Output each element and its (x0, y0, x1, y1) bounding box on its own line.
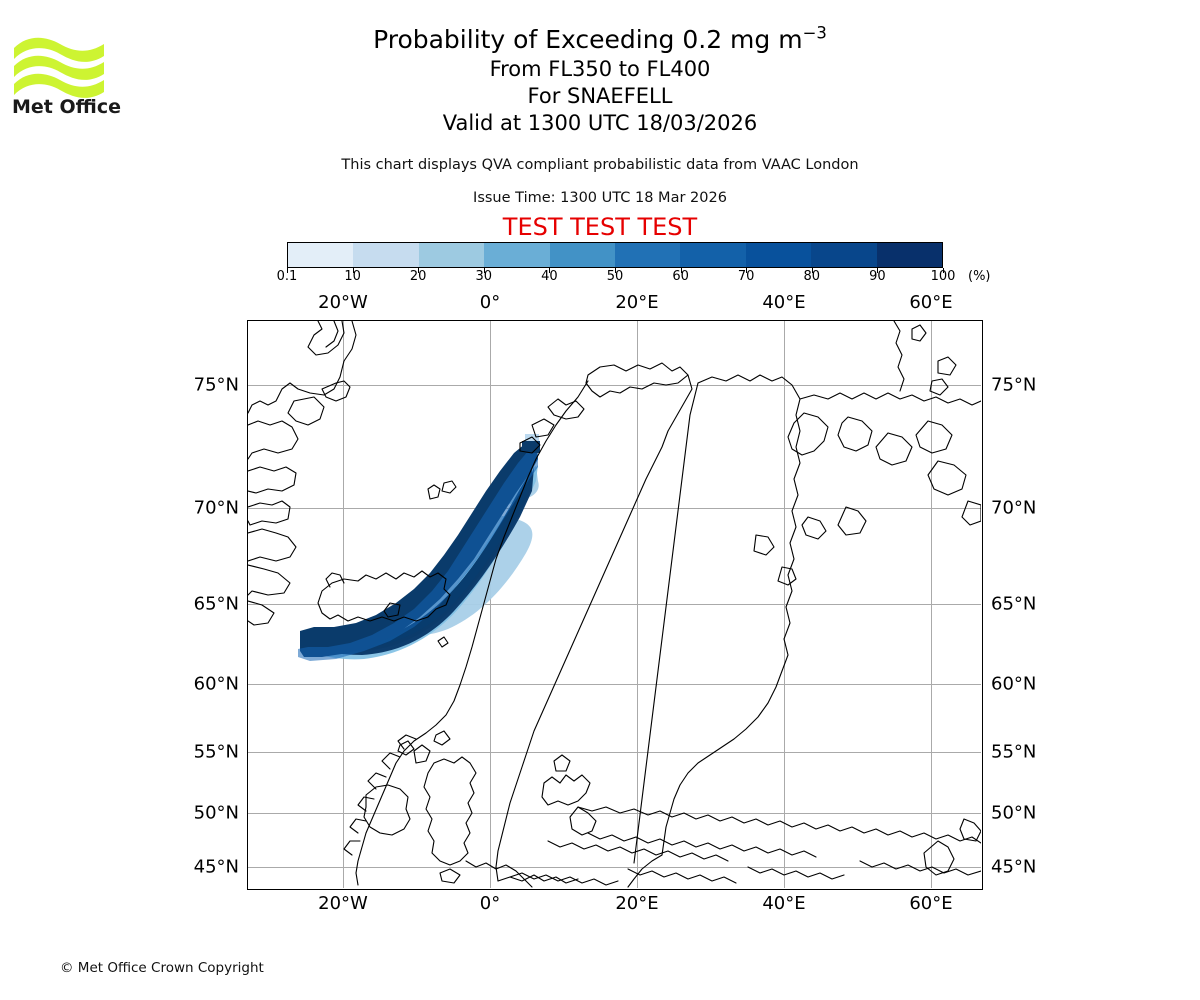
issue-time: Issue Time: 1300 UTC 18 Mar 2026 (473, 190, 727, 206)
lat-label-right-5: 50°N (991, 802, 1037, 824)
colorbar-tick-4 (549, 268, 551, 273)
map-canvas (248, 321, 981, 888)
lon-label-bottom-2: 20°E (615, 893, 659, 914)
logo-wordmark: Met Office (12, 96, 121, 116)
colorbar-segment-4 (549, 243, 616, 267)
colorbar-tick-label-9: 90 (869, 269, 886, 284)
lon-label-bottom-3: 40°E (762, 893, 806, 914)
page-title: Probability of Exceeding 0.2 mg m−3 (0, 24, 1200, 56)
colorbar-segment-5 (615, 243, 681, 267)
lon-label-top-4: 60°E (909, 292, 953, 313)
colorbar-tick-label-0: 0.1 (276, 269, 298, 284)
lat-label-left-0: 75°N (193, 374, 239, 396)
colorbar-tick-10 (943, 268, 944, 273)
lat-label-right-3: 60°N (991, 673, 1037, 695)
lon-label-top-3: 40°E (762, 292, 806, 313)
qva-note: This chart displays QVA compliant probab… (341, 157, 859, 173)
colorbar-ticks (287, 268, 944, 276)
ash-plume-core (298, 434, 540, 661)
lat-label-left-2: 65°N (193, 593, 239, 615)
colorbar-tick-0 (287, 268, 288, 273)
valid-time-subtitle: Valid at 1300 UTC 18/03/2026 (442, 111, 758, 135)
colorbar-tick-9 (877, 268, 879, 273)
lat-label-left-3: 60°N (193, 673, 239, 695)
colorbar-segment-2 (418, 243, 485, 267)
colorbar-segment-6 (680, 243, 746, 267)
title-text: Probability of Exceeding 0.2 mg m (373, 25, 803, 54)
graticule (248, 321, 981, 888)
colorbar-tick-label-8: 80 (803, 269, 821, 284)
lat-label-right-1: 70°N (991, 497, 1037, 519)
colorbar-gradient (287, 242, 943, 268)
colorbar-tick-label-1: 10 (344, 269, 361, 284)
colorbar-segment-0 (288, 243, 354, 267)
lon-label-bottom-1: 0° (479, 893, 501, 914)
colorbar-tick-label-4: 40 (541, 269, 558, 284)
colorbar-unit-label: (%) (968, 269, 991, 284)
lat-label-left-6: 45°N (193, 856, 239, 878)
title-exponent: −3 (802, 23, 827, 43)
colorbar-tick-labels: 0.1 10 20 30 40 50 60 70 80 90 100 (277, 269, 956, 287)
colorbar-segment-1 (353, 243, 419, 267)
map-panel[interactable] (247, 320, 983, 890)
colorbar-tick-label-2: 20 (409, 269, 427, 284)
probability-colorbar (287, 242, 943, 268)
copyright-notice: © Met Office Crown Copyright (60, 960, 264, 976)
colorbar-tick-5 (615, 268, 616, 273)
lat-label-right-0: 75°N (991, 374, 1037, 396)
lon-label-bottom-4: 60°E (909, 893, 953, 914)
colorbar-segment-3 (484, 243, 550, 267)
colorbar-tick-label-5: 50 (606, 269, 624, 284)
lat-label-right-2: 65°N (991, 593, 1037, 615)
flight-level-subtitle: From FL350 to FL400 (489, 57, 711, 81)
colorbar-tick-label-10: 100 (930, 269, 956, 284)
colorbar-segment-9 (876, 243, 943, 267)
colorbar-tick-8 (811, 268, 813, 273)
lat-label-left-4: 55°N (193, 741, 239, 763)
test-banner: TEST TEST TEST (502, 213, 698, 241)
volcano-subtitle: For SNAEFELL (527, 84, 673, 108)
lon-label-top-1: 0° (479, 292, 501, 313)
colorbar-tick-1 (352, 268, 354, 273)
colorbar-tick-2 (418, 268, 420, 273)
lat-label-left-1: 70°N (193, 497, 239, 519)
lat-label-left-5: 50°N (193, 802, 239, 824)
lon-label-top-0: 20°W (318, 292, 368, 313)
met-office-logo: Met Office (12, 26, 122, 116)
colorbar-tick-7 (746, 268, 748, 273)
coastlines (248, 321, 981, 888)
colorbar-segment-7 (745, 243, 812, 267)
colorbar-tick-3 (483, 268, 485, 273)
lon-label-bottom-0: 20°W (318, 893, 368, 914)
colorbar-tick-label-6: 60 (672, 269, 689, 284)
colorbar-segment-8 (811, 243, 877, 267)
lat-label-right-6: 45°N (991, 856, 1037, 878)
colorbar-tick-label-3: 30 (475, 269, 493, 284)
lat-label-right-4: 55°N (991, 741, 1037, 763)
lon-label-top-2: 20°E (615, 292, 659, 313)
colorbar-tick-label-7: 70 (737, 269, 755, 284)
colorbar-tick-6 (680, 268, 682, 273)
chart-title-block: Probability of Exceeding 0.2 mg m−3 From… (0, 24, 1200, 137)
